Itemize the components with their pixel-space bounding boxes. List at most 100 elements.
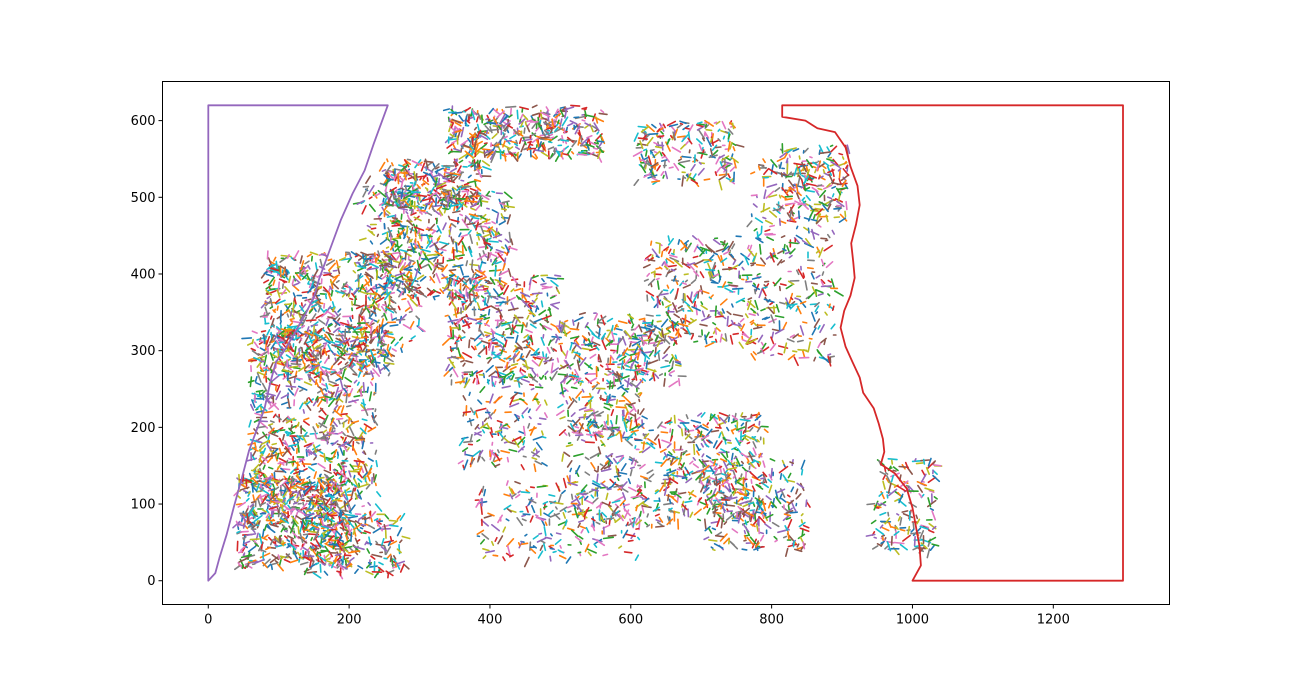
contour-fragment: [274, 298, 281, 304]
contour-fragment: [275, 390, 282, 401]
contour-fragment: [289, 466, 298, 475]
contour-fragment: [373, 252, 377, 264]
contour-fragment: [471, 109, 476, 115]
contour-fragment: [337, 361, 343, 366]
contour-fragment: [570, 493, 574, 500]
contour-fragment: [327, 262, 337, 272]
contour-fragment: [327, 343, 332, 351]
contour-fragment: [453, 254, 466, 258]
contour-fragment: [608, 518, 611, 525]
contour-fragment: [748, 497, 753, 508]
contour-fragment: [456, 277, 465, 285]
contour-fragment: [313, 509, 322, 512]
contour-fragment: [488, 340, 493, 351]
contour-fragment: [683, 293, 687, 302]
contour-fragment: [627, 313, 635, 320]
contour-fragment: [673, 162, 680, 171]
contour-fragment: [308, 555, 312, 561]
contour-fragment: [721, 120, 727, 130]
contour-fragment: [481, 270, 486, 274]
contour-fragment: [449, 133, 455, 138]
contour-fragment: [397, 194, 409, 198]
contour-fragment: [259, 548, 267, 553]
contour-fragment: [319, 489, 325, 494]
contour-fragment: [642, 441, 646, 450]
contour-fragment: [447, 294, 455, 300]
contour-fragment: [596, 318, 600, 325]
contour-fragment: [557, 403, 564, 409]
contour-fragment: [567, 399, 575, 410]
contour-fragment: [695, 304, 698, 316]
contour-fragment: [491, 128, 500, 131]
contour-fragment: [617, 320, 628, 325]
contour-fragment: [304, 345, 312, 352]
contour-fragment: [376, 296, 381, 300]
contour-fragment: [706, 313, 710, 318]
contour-fragment: [320, 253, 328, 257]
contour-fragment: [644, 521, 649, 526]
contour-fragment: [254, 542, 260, 548]
contour-fragment: [251, 447, 259, 452]
contour-fragment: [519, 357, 525, 361]
contour-fragment: [709, 137, 713, 143]
contour-fragment: [735, 461, 739, 466]
contour-fragment: [547, 339, 552, 346]
contour-fragment: [285, 417, 295, 424]
contour-fragment: [709, 489, 713, 495]
contour-fragment: [468, 132, 477, 139]
contour-fragment: [298, 481, 309, 486]
contour-fragment: [600, 461, 609, 471]
contour-fragment: [346, 447, 350, 451]
contour-fragment: [348, 327, 353, 330]
contour-fragment: [725, 156, 731, 161]
contour-fragment: [306, 475, 311, 480]
contour-fragment: [448, 273, 456, 279]
contour-fragment: [551, 335, 563, 339]
contour-fragment: [624, 438, 633, 447]
contour-fragment: [505, 327, 511, 331]
contour-fragment: [655, 255, 660, 259]
contour-fragment: [699, 501, 707, 506]
contour-fragment: [594, 116, 599, 124]
contour-fragment: [629, 382, 640, 390]
contour-fragment: [410, 212, 417, 216]
contour-fragment: [276, 503, 279, 508]
contour-fragment: [541, 286, 553, 290]
contour-fragment: [471, 195, 480, 198]
contour-fragment: [666, 468, 671, 472]
contour-fragment: [639, 475, 649, 480]
contour-fragment: [436, 181, 447, 188]
contour-fragment: [690, 179, 699, 185]
contour-fragment: [663, 246, 670, 252]
contour-fragment: [553, 147, 556, 154]
contour-fragment: [546, 276, 558, 280]
contour-fragment: [325, 456, 333, 460]
contour-fragment: [314, 432, 318, 440]
contour-fragment: [718, 154, 726, 159]
contour-fragment: [527, 303, 533, 310]
contour-fragment: [562, 106, 566, 112]
contour-fragment: [654, 525, 665, 528]
contour-fragment: [357, 254, 367, 261]
contour-fragment: [266, 295, 271, 300]
contour-fragment: [497, 291, 504, 297]
contour-fragment: [824, 239, 829, 242]
contour-fragment: [292, 500, 299, 505]
contour-fragment: [672, 341, 676, 347]
contour-fragment: [683, 273, 689, 276]
contour-fragment: [468, 339, 471, 349]
contour-fragment: [605, 452, 614, 459]
contour-fragment: [753, 513, 757, 522]
contour-fragment: [557, 373, 569, 376]
contour-fragment: [341, 368, 346, 381]
contour-fragment: [464, 359, 474, 364]
contour-fragment: [590, 517, 596, 522]
contour-fragment: [525, 328, 533, 334]
contour-fragment: [450, 121, 455, 124]
contour-fragment: [656, 521, 664, 527]
contour-fragment: [694, 425, 699, 429]
contour-fragment: [252, 529, 256, 534]
contour-fragment: [302, 467, 308, 472]
contour-fragment: [534, 153, 539, 159]
contour-fragment: [459, 213, 464, 217]
